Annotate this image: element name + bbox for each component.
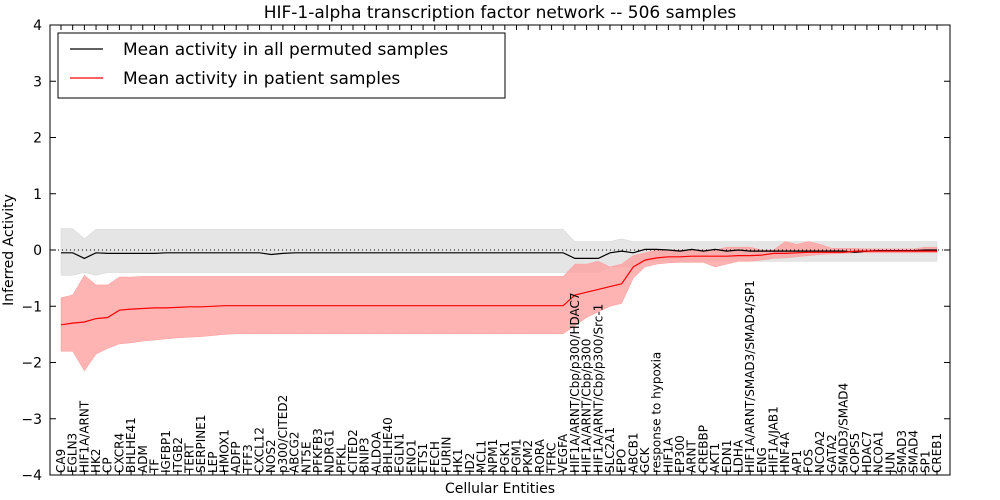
x-tick-label: HK1 bbox=[451, 448, 465, 473]
series-line-patient bbox=[60, 250, 937, 326]
band-permuted bbox=[60, 228, 938, 276]
x-tick-label: HIF1A/ARNT/Cbp/p300/HDAC7 bbox=[568, 292, 582, 473]
x-tick-label: IGFBP1 bbox=[159, 430, 173, 473]
x-tick-label: SERPINE1 bbox=[194, 414, 208, 473]
x-tick-label: response to hypoxia bbox=[650, 352, 664, 473]
x-tick-label: SMAD4 bbox=[907, 430, 921, 473]
x-tick-label: TFF3 bbox=[241, 444, 255, 474]
x-tick-label: SMAD3/SMAD4 bbox=[837, 383, 851, 473]
x-tick-label: SMAD3 bbox=[895, 430, 909, 473]
x-tick-label: PFKL bbox=[334, 444, 348, 473]
x-tick-label: HK2 bbox=[89, 448, 103, 473]
x-tick-label: ETS1 bbox=[416, 443, 430, 473]
x-tick-label: ARNT bbox=[685, 439, 699, 473]
x-tick-label: CA9 bbox=[54, 449, 68, 473]
x-tick-label: HDAC7 bbox=[860, 431, 874, 473]
x-tick-label: SP1 bbox=[918, 451, 932, 474]
y-axis: −4 −3 −2 −1 0 1 2 3 4 bbox=[21, 18, 950, 484]
x-axis-label: Cellular Entities bbox=[445, 481, 555, 497]
x-tick-label: BNIP3 bbox=[358, 437, 372, 473]
x-tick-label: ITGB2 bbox=[171, 437, 185, 473]
x-tick-label: AP1 bbox=[790, 450, 804, 473]
x-tick-label: LDHA bbox=[731, 439, 745, 473]
x-tick-label: PGM1 bbox=[510, 438, 524, 473]
x-tick-label: NCOA1 bbox=[872, 431, 886, 473]
x-tick-label: JUN bbox=[883, 452, 897, 474]
y-tick-label: 0 bbox=[33, 243, 42, 259]
x-tick-label: ADM bbox=[136, 445, 150, 473]
y-tick-label: −1 bbox=[21, 299, 42, 315]
x-tick-label: NPM1 bbox=[486, 439, 500, 473]
legend: Mean activity in all permuted samples Me… bbox=[57, 32, 506, 99]
x-tick-label: NOS2 bbox=[264, 439, 278, 473]
x-tick-label: TERT bbox=[183, 443, 197, 474]
x-tick-label: HIF1A/ARNT/SMAD3/SMAD4/SP1 bbox=[743, 280, 757, 473]
x-tick-label: ADFP bbox=[229, 441, 243, 473]
x-tick-label: FOS bbox=[802, 449, 816, 473]
x-tick-label: PKM2 bbox=[521, 440, 535, 473]
x-tick-label: RORA bbox=[533, 438, 547, 473]
y-tick-label: 3 bbox=[33, 74, 42, 90]
x-tick-label: ENG bbox=[755, 447, 769, 473]
x-tick-label: FECH bbox=[428, 441, 442, 473]
chart-title: HIF-1-alpha transcription factor network… bbox=[264, 3, 737, 23]
x-tick-label: BHLHE41 bbox=[124, 417, 138, 473]
y-tick-label: −2 bbox=[21, 356, 42, 372]
x-tick-label: TF bbox=[147, 459, 161, 474]
x-tick-label: HIF1A bbox=[661, 437, 675, 473]
x-tick-label: NT5E bbox=[299, 441, 313, 473]
x-tick-label: PGK1 bbox=[498, 441, 512, 473]
x-tick-label: HIF1A/ARNT/Cbp/p300 bbox=[580, 339, 594, 473]
x-tick-label: EGLN1 bbox=[393, 433, 407, 473]
x-tick-label: ID2 bbox=[463, 453, 477, 473]
y-tick-label: 1 bbox=[33, 187, 42, 203]
x-tick-label: EP300 bbox=[673, 435, 687, 473]
x-tick-label: NDRG1 bbox=[323, 430, 337, 474]
x-tick-label: PFKFB3 bbox=[311, 428, 325, 473]
y-tick-label: −3 bbox=[21, 412, 42, 428]
x-tick-label: CITED2 bbox=[346, 429, 360, 473]
x-tick-label: HNF4A bbox=[778, 431, 792, 473]
legend-label-permuted: Mean activity in all permuted samples bbox=[123, 40, 448, 60]
x-tick-label: HIF1A/JAB1 bbox=[767, 406, 781, 473]
x-tick-label: ABCG2 bbox=[288, 431, 302, 473]
x-tick-label: ALDOA bbox=[369, 431, 383, 473]
x-tick-label: HIF1A/ARNT/Cbp/p300/Src-1 bbox=[591, 304, 605, 473]
x-tick-label: VEGFA bbox=[556, 433, 570, 473]
x-tick-label: LEP bbox=[206, 451, 220, 473]
x-tick-label: CREBBP bbox=[696, 425, 710, 473]
series-line-permuted bbox=[61, 248, 937, 260]
x-tick-label: CREB1 bbox=[930, 433, 944, 473]
x-tick-label: AKT1 bbox=[708, 443, 722, 473]
x-tick-label: TFRC bbox=[545, 443, 559, 474]
x-tick-label: CXCR4 bbox=[112, 433, 126, 473]
x-tick-label: ABCB1 bbox=[626, 433, 640, 473]
y-tick-label: 2 bbox=[33, 131, 42, 147]
y-axis-label: Inferred Activity bbox=[1, 194, 17, 306]
x-tick-label: ENO1 bbox=[404, 439, 418, 473]
x-tick-label: COPS5 bbox=[848, 433, 862, 473]
x-tick-label: SLC2A1 bbox=[603, 427, 617, 473]
x-tick-label: EDN1 bbox=[720, 440, 734, 473]
x-tick-label: CXCL12 bbox=[253, 427, 267, 473]
x-tick-label: p300/CITED2 bbox=[276, 395, 290, 473]
x-tick-label: HMOX1 bbox=[218, 429, 232, 473]
x-tick-label: CP bbox=[101, 457, 115, 473]
x-axis: CA9EGLN3HIF1A/ARNTHK2CPCXCR4BHLHE41ADMTF… bbox=[54, 25, 944, 475]
x-tick-label: NCOA2 bbox=[813, 431, 827, 473]
y-tick-label: 4 bbox=[33, 18, 42, 34]
x-tick-label: GATA2 bbox=[825, 434, 839, 473]
legend-box bbox=[57, 32, 506, 99]
x-tick-label: EPO bbox=[615, 449, 629, 473]
legend-label-patient: Mean activity in patient samples bbox=[123, 69, 400, 89]
x-tick-label: HIF1A/ARNT bbox=[77, 400, 91, 473]
x-tick-label: GCK bbox=[638, 446, 652, 473]
x-tick-label: BHLHE40 bbox=[381, 417, 395, 473]
x-tick-label: EGLN3 bbox=[66, 433, 80, 473]
x-tick-label: MCL1 bbox=[475, 440, 489, 473]
y-tick-label: −4 bbox=[21, 468, 42, 484]
series-lines bbox=[60, 248, 937, 326]
x-tick-label: FURIN bbox=[439, 436, 453, 473]
